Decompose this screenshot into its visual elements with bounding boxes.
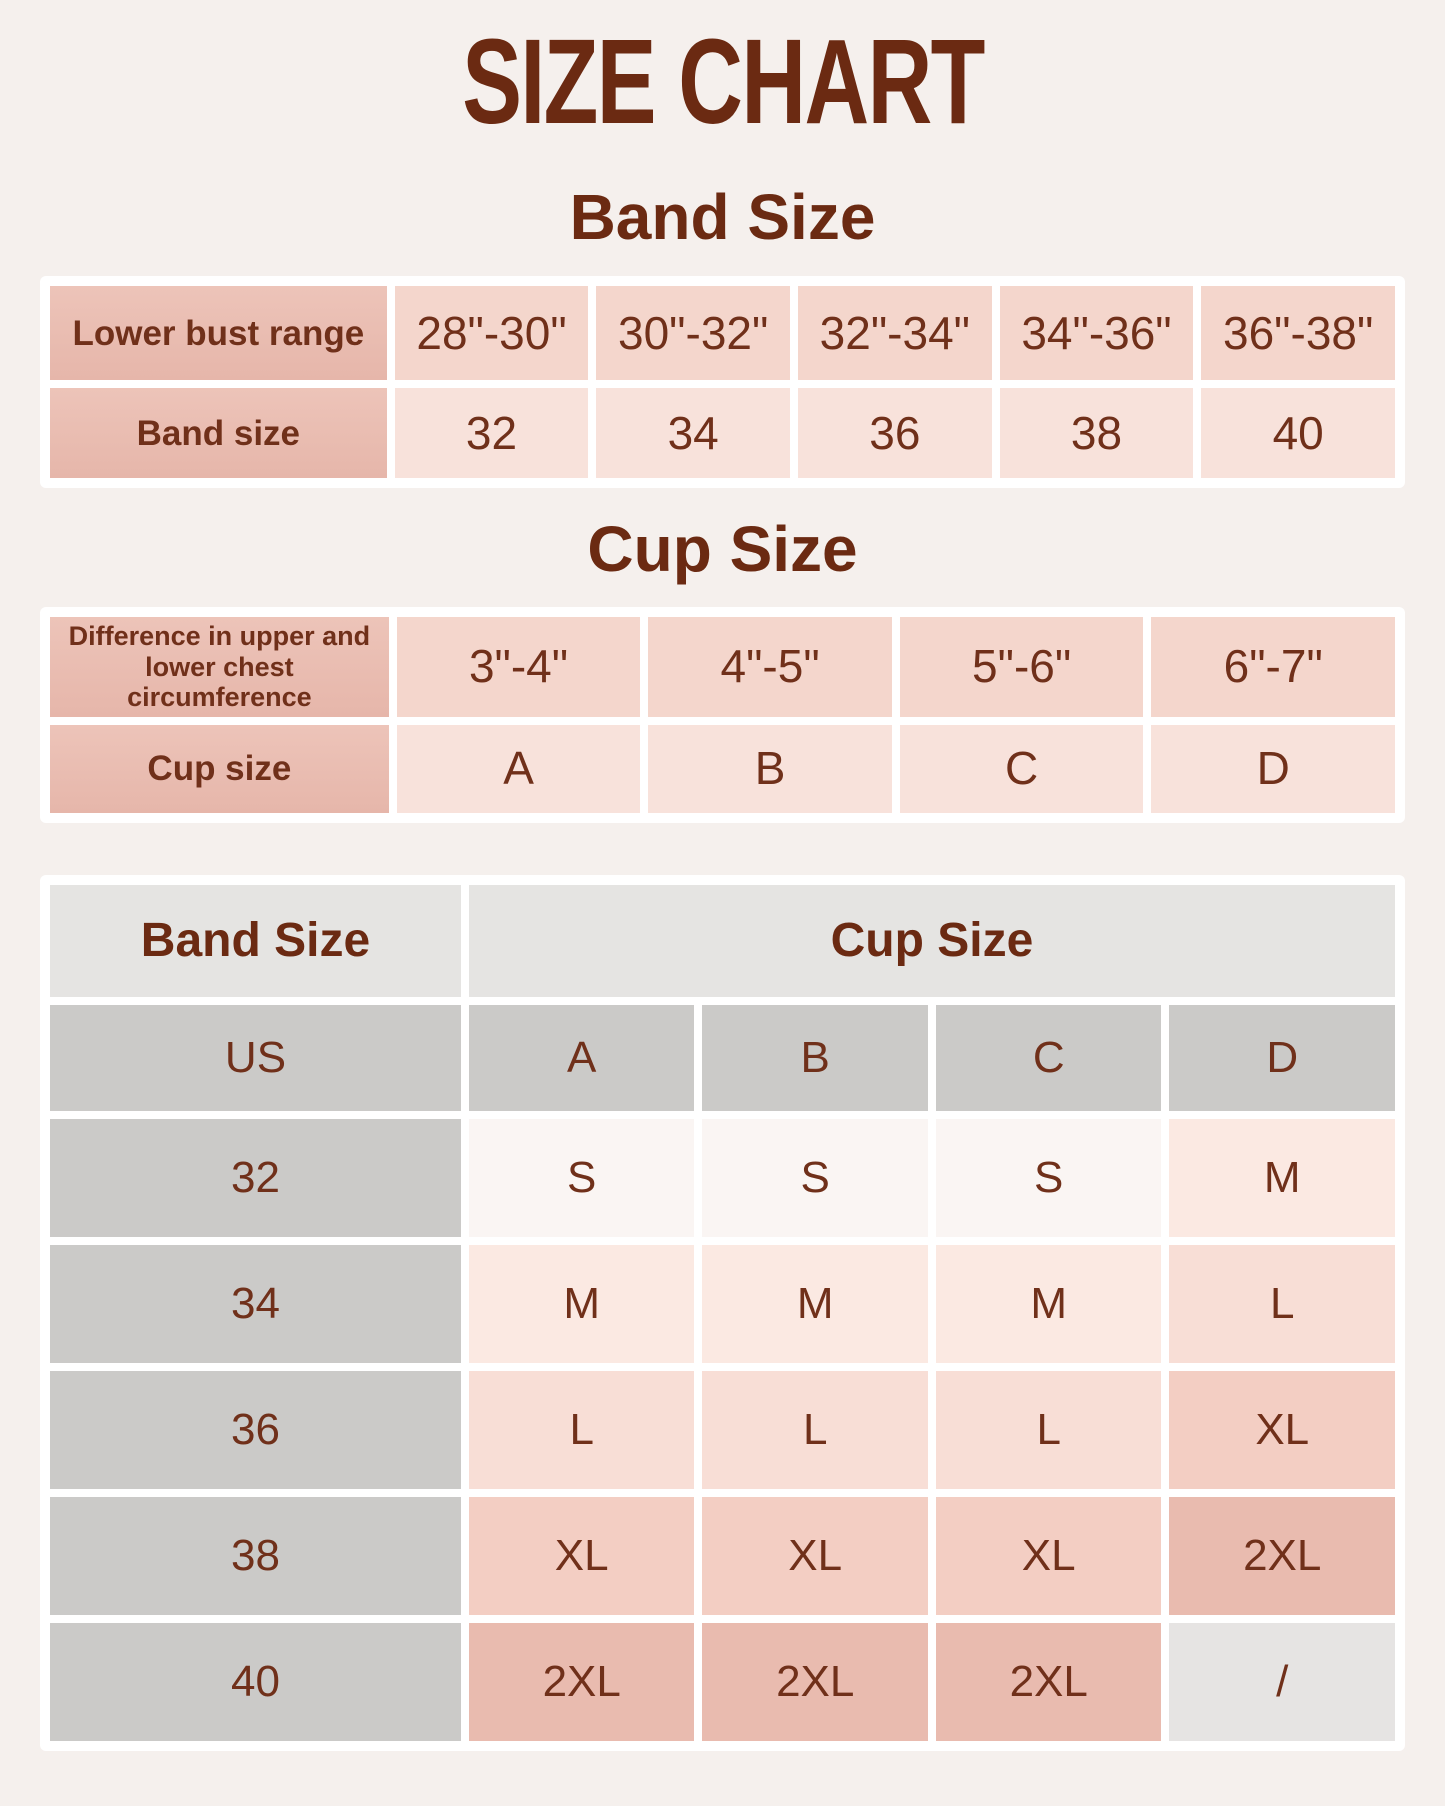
garment-size-cell: M [702, 1244, 928, 1363]
us-column-header: US [50, 1004, 461, 1111]
band-size-cell: 36 [798, 388, 992, 479]
cup-column-header: B [702, 1004, 928, 1111]
garment-size-cell: M [468, 1244, 695, 1363]
bust-range-cell: 30"-32" [596, 286, 790, 381]
row-label-lower-bust-range: Lower bust range [50, 286, 387, 381]
row-label-band-size: Band size [50, 388, 387, 479]
band-size-cell: 34 [596, 388, 790, 479]
garment-size-cell: L [468, 1370, 695, 1489]
band-value-cell: 38 [50, 1496, 461, 1615]
garment-size-cell: S [468, 1118, 695, 1237]
garment-size-cell: M [1169, 1118, 1395, 1237]
garment-size-cell: 2XL [1169, 1496, 1395, 1615]
band-size-row: Band size 32 34 36 38 40 [50, 388, 1395, 479]
conversion-table: Band Size Cup Size US A B C D 32 S S S M… [42, 877, 1403, 1749]
row-label-chest-difference: Difference in upper and lower chest circ… [50, 616, 389, 717]
garment-size-cell: S [935, 1118, 1162, 1237]
garment-size-cell: 2XL [468, 1622, 695, 1741]
bust-range-cell: 36"-38" [1201, 286, 1395, 381]
garment-size-cell: L [935, 1370, 1162, 1489]
cup-column-header: D [1169, 1004, 1395, 1111]
bust-range-cell: 32"-34" [798, 286, 992, 381]
page-title: SIZE CHART [461, 13, 985, 149]
band-size-group-header: Band Size [50, 884, 461, 997]
cup-size-cell: C [899, 724, 1144, 813]
cup-size-table: Difference in upper and lower chest circ… [42, 609, 1403, 821]
column-header-row: US A B C D [50, 1004, 1395, 1111]
cup-column-header: A [468, 1004, 695, 1111]
lower-bust-range-row: Lower bust range 28"-30" 30"-32" 32"-34"… [50, 286, 1395, 381]
table-row-band-40: 40 2XL 2XL 2XL / [50, 1622, 1395, 1741]
band-value-cell: 40 [50, 1622, 461, 1741]
table-row-band-32: 32 S S S M [50, 1118, 1395, 1237]
cup-size-cell: B [648, 724, 892, 813]
cup-size-group-header: Cup Size [468, 884, 1395, 997]
chest-difference-cell: 5"-6" [899, 616, 1144, 717]
chest-difference-cell: 6"-7" [1151, 616, 1395, 717]
garment-size-cell: XL [935, 1496, 1162, 1615]
cup-size-table-frame: Difference in upper and lower chest circ… [40, 606, 1405, 823]
title-wrapper: SIZE CHART [0, 21, 1445, 142]
cup-size-cell: A [396, 724, 641, 813]
band-size-table: Lower bust range 28"-30" 30"-32" 32"-34"… [42, 278, 1403, 486]
cup-size-heading: Cup Size [587, 513, 858, 586]
garment-size-cell: L [702, 1370, 928, 1489]
garment-size-cell: S [702, 1118, 928, 1237]
band-value-cell: 36 [50, 1370, 461, 1489]
band-size-cell: 38 [999, 388, 1194, 479]
garment-size-cell: XL [702, 1496, 928, 1615]
chest-difference-row: Difference in upper and lower chest circ… [50, 616, 1395, 717]
cup-size-cell: D [1151, 724, 1395, 813]
conversion-table-frame: Band Size Cup Size US A B C D 32 S S S M… [40, 874, 1405, 1751]
band-size-cell: 40 [1201, 388, 1395, 479]
table-row-band-36: 36 L L L XL [50, 1370, 1395, 1489]
chest-difference-cell: 4"-5" [648, 616, 892, 717]
table-row-band-38: 38 XL XL XL 2XL [50, 1496, 1395, 1615]
band-value-cell: 32 [50, 1118, 461, 1237]
bust-range-cell: 34"-36" [999, 286, 1194, 381]
garment-size-cell: XL [468, 1496, 695, 1615]
garment-size-cell: XL [1169, 1370, 1395, 1489]
cup-column-header: C [935, 1004, 1162, 1111]
group-header-row: Band Size Cup Size [50, 884, 1395, 997]
garment-size-cell: 2XL [702, 1622, 928, 1741]
chest-difference-cell: 3"-4" [396, 616, 641, 717]
row-label-cup-size: Cup size [50, 724, 389, 813]
bust-range-cell: 28"-30" [394, 286, 589, 381]
cup-size-row: Cup size A B C D [50, 724, 1395, 813]
garment-size-cell: 2XL [935, 1622, 1162, 1741]
table-row-band-34: 34 M M M L [50, 1244, 1395, 1363]
band-size-cell: 32 [394, 388, 589, 479]
garment-size-cell: / [1169, 1622, 1395, 1741]
garment-size-cell: L [1169, 1244, 1395, 1363]
band-size-table-frame: Lower bust range 28"-30" 30"-32" 32"-34"… [40, 276, 1405, 489]
band-size-heading: Band Size [569, 181, 876, 253]
band-value-cell: 34 [50, 1244, 461, 1363]
garment-size-cell: M [935, 1244, 1162, 1363]
